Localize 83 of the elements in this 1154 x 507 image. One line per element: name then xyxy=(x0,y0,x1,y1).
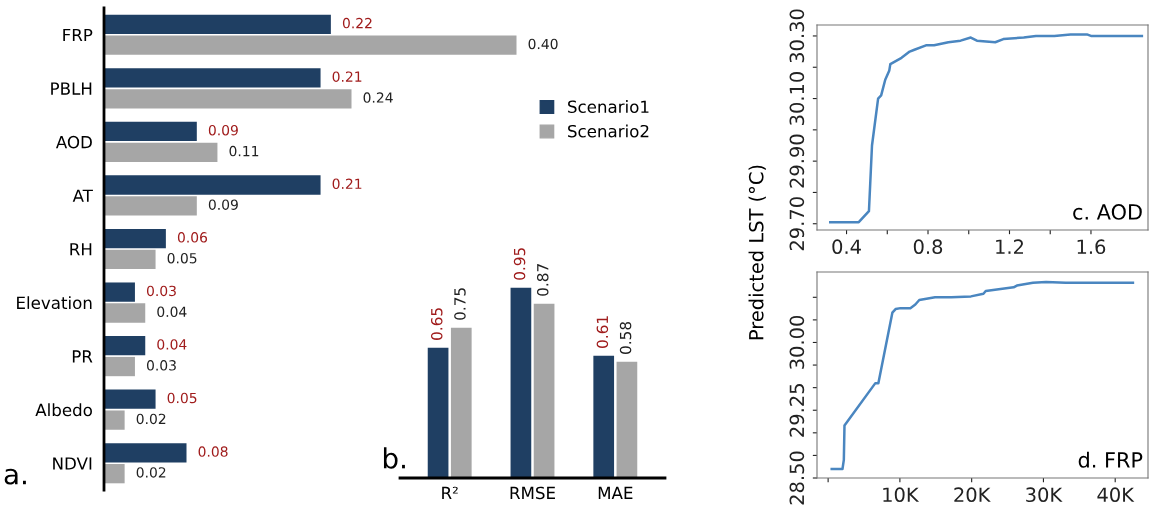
data-label: 0.24 xyxy=(363,92,393,103)
y-axis-title: Predicted LST (°C) xyxy=(748,165,766,340)
data-label: 0.09 xyxy=(208,199,238,210)
bar xyxy=(104,68,321,88)
x-tick-label: 30K xyxy=(1026,487,1063,503)
data-label: 0.08 xyxy=(198,446,228,457)
data-label: 0.58 xyxy=(619,321,632,354)
annotation: d. FRP xyxy=(1078,451,1143,468)
y-tick-label: Elevation xyxy=(17,296,92,310)
line-series xyxy=(828,33,1144,224)
bar xyxy=(104,121,197,142)
data-label: 0.21 xyxy=(332,178,362,190)
bar xyxy=(104,303,146,323)
x-tick-label: RMSE xyxy=(510,486,555,500)
y-tick-label: Albedo xyxy=(35,403,92,417)
x-tick-label: R² xyxy=(442,486,458,499)
bar xyxy=(510,287,532,478)
y-tick-label: PBLH xyxy=(51,82,92,95)
bar xyxy=(104,175,321,195)
data-label: 0.04 xyxy=(157,306,187,318)
data-label: 0.87 xyxy=(536,264,549,296)
data-label: 0.21 xyxy=(332,71,362,82)
y-tick-label: PR xyxy=(72,350,93,363)
y-tick-label: RH xyxy=(70,243,92,256)
x-tick-label: MAE xyxy=(598,486,633,499)
y-tick-label: NDVI xyxy=(53,457,92,470)
x-tick-label: 0.4 xyxy=(832,239,861,255)
bar xyxy=(450,327,472,478)
bar xyxy=(104,464,125,484)
annotation: b. xyxy=(383,447,405,469)
data-label: 0.06 xyxy=(177,232,208,243)
data-label: 0.05 xyxy=(167,392,197,404)
x-tick-label: 40K xyxy=(1097,487,1135,503)
x-tick-label: 20K xyxy=(954,487,991,503)
data-label: 0.40 xyxy=(528,38,558,50)
legend-label: Scenario1 xyxy=(568,100,649,114)
bar xyxy=(104,14,331,34)
y-tick-label: AT xyxy=(72,189,93,202)
y-tick-label: 30.10 xyxy=(789,72,805,125)
bar xyxy=(104,228,166,249)
y-tick-label: 28.50 xyxy=(789,451,805,505)
bar xyxy=(104,356,135,377)
y-tick-label: 29.90 xyxy=(789,134,805,188)
data-label: 0.02 xyxy=(136,413,166,425)
annotation: c. AOD xyxy=(1073,204,1142,220)
text: a. xyxy=(4,468,26,485)
bar xyxy=(104,336,146,356)
x-tick-label: 1.2 xyxy=(996,239,1023,254)
bar xyxy=(427,347,449,478)
x-tick-label: 0.8 xyxy=(913,239,943,255)
bar xyxy=(104,196,197,216)
data-label: 0.65 xyxy=(430,308,443,340)
data-label: 0.09 xyxy=(208,124,238,136)
bar xyxy=(104,389,156,409)
data-label: 0.05 xyxy=(167,252,197,264)
y-tick-label: 30.00 xyxy=(789,315,805,369)
data-label: 0.61 xyxy=(596,316,609,348)
data-label: 0.04 xyxy=(157,339,187,350)
data-label: 0.03 xyxy=(146,360,176,371)
data-label: 0.95 xyxy=(513,248,526,280)
data-label: 0.02 xyxy=(136,467,166,478)
bar xyxy=(104,249,156,270)
data-label: 0.75 xyxy=(454,288,466,320)
x-tick-label: 1.6 xyxy=(1077,239,1106,255)
data-label: 0.22 xyxy=(342,17,372,29)
y-tick-label: 29.70 xyxy=(789,197,805,251)
bar xyxy=(104,89,352,109)
y-tick-label: 30.30 xyxy=(789,9,805,63)
bar xyxy=(104,35,517,55)
y-tick-label: 29.25 xyxy=(789,384,805,437)
y-tick-label: FRP xyxy=(63,28,93,42)
legend-label: Scenario2 xyxy=(568,124,649,138)
bar xyxy=(593,355,615,478)
x-tick-label: 10K xyxy=(883,487,920,503)
bar xyxy=(616,361,638,478)
bar xyxy=(533,303,555,478)
bar xyxy=(104,410,125,430)
data-label: 0.03 xyxy=(146,285,176,297)
y-tick-label: AOD xyxy=(55,135,92,149)
bar xyxy=(104,142,218,162)
bar xyxy=(104,282,135,302)
data-label: 0.11 xyxy=(229,145,259,157)
bar xyxy=(104,443,187,463)
